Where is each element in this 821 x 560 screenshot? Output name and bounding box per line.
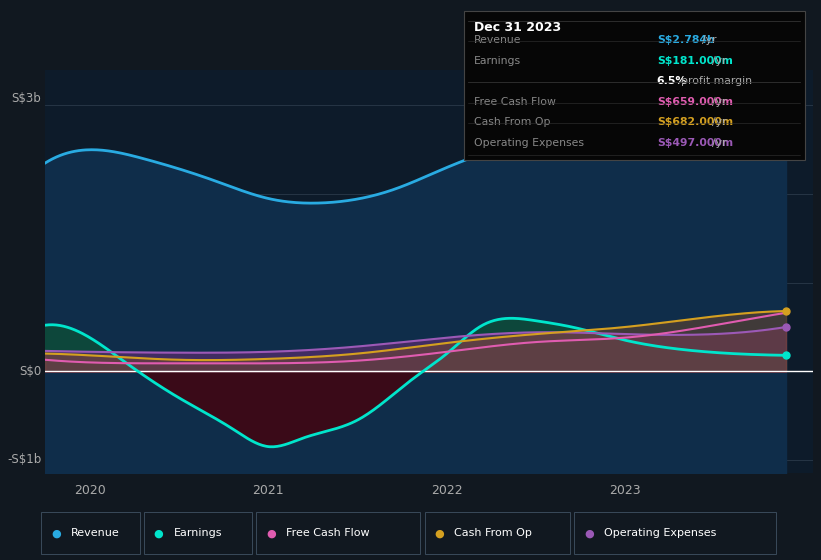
- Text: Operating Expenses: Operating Expenses: [603, 529, 716, 538]
- Text: /yr: /yr: [712, 97, 727, 107]
- Text: /yr: /yr: [712, 117, 727, 127]
- Text: Revenue: Revenue: [71, 529, 119, 538]
- Text: S$0: S$0: [19, 365, 41, 378]
- Text: S$2.784b: S$2.784b: [657, 35, 714, 45]
- Text: -S$1b: -S$1b: [7, 454, 41, 466]
- Text: ●: ●: [51, 529, 61, 538]
- Text: /yr: /yr: [702, 35, 716, 45]
- Text: Earnings: Earnings: [474, 55, 521, 66]
- Text: ●: ●: [154, 529, 163, 538]
- Text: /yr: /yr: [712, 138, 727, 148]
- Text: S$682.000m: S$682.000m: [657, 117, 733, 127]
- Text: Free Cash Flow: Free Cash Flow: [474, 97, 556, 107]
- Text: 6.5%: 6.5%: [657, 76, 687, 86]
- Text: ●: ●: [584, 529, 594, 538]
- Text: ●: ●: [266, 529, 276, 538]
- Text: Dec 31 2023: Dec 31 2023: [474, 21, 561, 34]
- Text: Cash From Op: Cash From Op: [474, 117, 550, 127]
- Text: S$497.000m: S$497.000m: [657, 138, 733, 148]
- Text: S$3b: S$3b: [11, 92, 41, 105]
- Text: Revenue: Revenue: [474, 35, 521, 45]
- Text: /yr: /yr: [712, 55, 727, 66]
- Text: S$659.000m: S$659.000m: [657, 97, 733, 107]
- Text: Operating Expenses: Operating Expenses: [474, 138, 584, 148]
- Text: Free Cash Flow: Free Cash Flow: [286, 529, 369, 538]
- Text: S$181.000m: S$181.000m: [657, 55, 732, 66]
- Text: ●: ●: [434, 529, 444, 538]
- Text: profit margin: profit margin: [681, 76, 752, 86]
- Text: Earnings: Earnings: [173, 529, 222, 538]
- Text: Cash From Op: Cash From Op: [454, 529, 532, 538]
